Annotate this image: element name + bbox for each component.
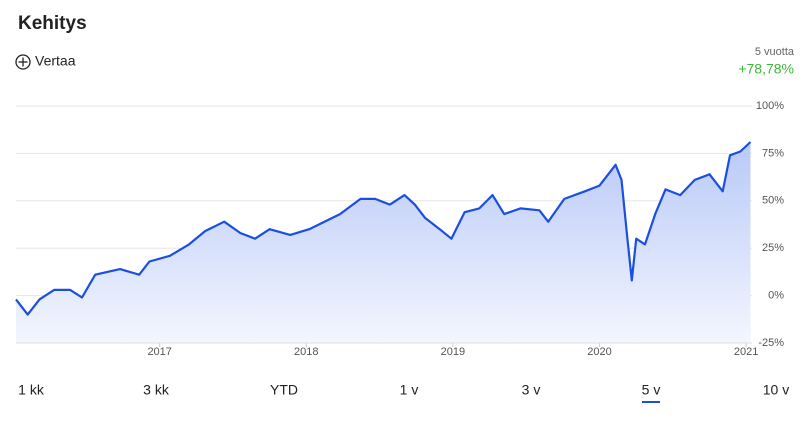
x-tick-label: 2019 bbox=[441, 346, 465, 358]
y-tick-label: 25% bbox=[762, 242, 784, 254]
range-button[interactable]: 3 kk bbox=[143, 382, 170, 398]
range-label: 3 kk bbox=[143, 382, 170, 398]
range-button[interactable]: 1 kk bbox=[18, 382, 45, 398]
period-label: 5 vuotta bbox=[755, 46, 795, 58]
range-label: YTD bbox=[270, 382, 298, 398]
range-button[interactable]: 3 v bbox=[522, 382, 541, 398]
range-label: 5 v bbox=[642, 382, 661, 398]
y-tick-label: 100% bbox=[756, 100, 784, 112]
y-tick-label: 75% bbox=[762, 147, 784, 159]
plot: -25% 0% 25% 50% 75% 100% 2017 2018 2019 2020 2021 bbox=[15, 100, 784, 358]
line bbox=[15, 141, 752, 316]
range-label: 1 kk bbox=[18, 382, 45, 398]
x-tick-label: 2021 bbox=[734, 346, 758, 358]
range-button[interactable]: 5 v bbox=[642, 382, 661, 403]
area bbox=[16, 142, 751, 343]
compare-label: Vertaa bbox=[35, 53, 76, 69]
title: Kehitys bbox=[18, 13, 87, 34]
x-tick-label: 2018 bbox=[294, 346, 318, 358]
range-label: 10 v bbox=[763, 382, 789, 398]
y-tick-label: 50% bbox=[762, 195, 784, 207]
range-label: 3 v bbox=[522, 382, 541, 398]
y-tick-label: -25% bbox=[758, 337, 784, 349]
range-selector: 1 kk 3 kk YTD 1 v 3 v 5 v 10 v bbox=[18, 382, 789, 403]
compare-button[interactable]: Vertaa bbox=[15, 53, 76, 70]
range-button[interactable]: 1 v bbox=[400, 382, 419, 398]
x-tick-label: 2017 bbox=[147, 346, 171, 358]
range-label: 1 v bbox=[400, 382, 419, 398]
x-tick-label: 2020 bbox=[587, 346, 611, 358]
plus-icon bbox=[15, 54, 31, 70]
range-button[interactable]: YTD bbox=[270, 382, 298, 398]
change-value: +78,78% bbox=[738, 61, 794, 77]
y-tick-label: 0% bbox=[768, 290, 784, 302]
range-button[interactable]: 10 v bbox=[763, 382, 789, 398]
